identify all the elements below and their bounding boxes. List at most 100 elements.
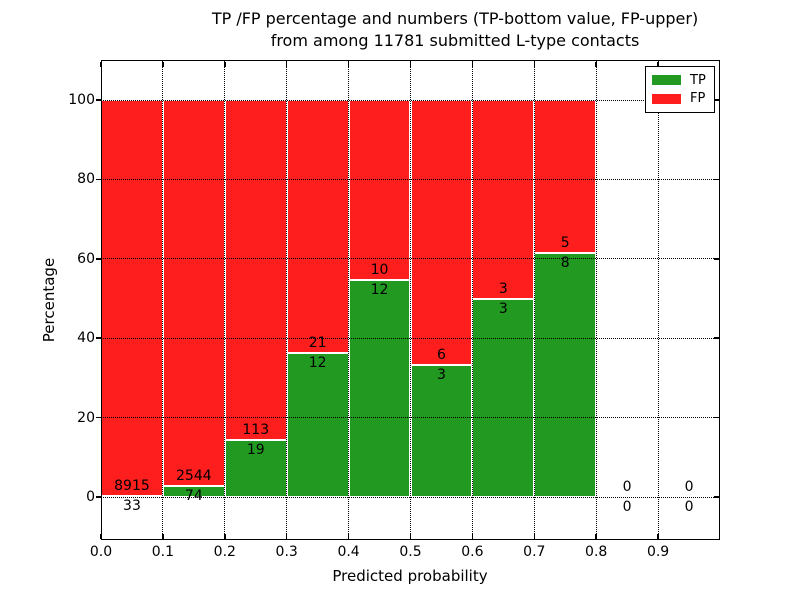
tp-count-label-7: 8 [560,254,570,271]
tp-count-label-5: 3 [436,366,446,383]
y-tick-mark-right-60 [713,258,719,260]
x-tick-label-0.5: 0.5 [399,544,422,560]
y-axis-label: Percentage [40,257,58,343]
fp-count-label-8: 0 [622,479,632,495]
y-tick-mark-left-40 [96,337,101,339]
legend-label-fp: FP [690,91,706,107]
bar-tp-segment-4 [348,280,411,497]
gridline-x-0.8 [595,60,597,540]
y-tick-mark-right-80 [713,178,719,181]
bar-fp-segment-2 [224,100,287,440]
x-tick-label-0.6: 0.6 [461,544,484,560]
x-tick-label-0.2: 0.2 [213,544,236,560]
x-tick-mark-bottom-0.5 [409,533,412,539]
tp-count-label-0: 33 [123,497,141,514]
tp-count-label-4: 12 [370,282,389,299]
gridline-x-0.6 [471,60,473,540]
y-tick-mark-right-40 [713,337,719,339]
x-tick-mark-top-0.1 [162,61,164,67]
y-tick-mark-left-100 [96,99,101,101]
y-tick-label-20: 20 [77,409,95,426]
tp-count-label-2: 19 [246,441,265,458]
y-tick-label-40: 40 [77,330,95,347]
x-tick-mark-top-0.8 [595,61,597,67]
y-tick-mark-right-20 [713,416,719,419]
x-tick-mark-top-0.9 [657,61,659,67]
x-tick-mark-top-0.5 [409,61,412,67]
gridline-x-0.2 [224,60,226,540]
x-axis-label: Predicted probability [332,567,488,585]
y-tick-mark-left-60 [96,258,101,260]
bar-fp-segment-4 [348,100,411,281]
x-tick-mark-top-0.2 [224,61,226,67]
x-tick-mark-top-0.7 [533,61,536,67]
x-tick-mark-bottom-0.1 [162,533,164,539]
x-tick-label-0.0: 0.0 [89,544,113,560]
legend-entry-fp: FP [652,92,708,105]
gridline-x-0.5 [410,60,411,540]
bar-tp-segment-3 [286,352,349,497]
y-tick-label-0: 0 [86,489,95,505]
bar-fp-segment-7 [534,100,597,253]
y-tick-label-80: 80 [77,171,95,188]
tp-color-swatch [652,75,681,86]
bar-fp-segment-1 [162,100,225,486]
y-tick-mark-right-100 [713,99,719,101]
fp-count-label-6: 3 [498,280,508,297]
x-tick-mark-top-0.0 [100,61,102,67]
x-tick-label-0.7: 0.7 [523,544,546,560]
y-tick-mark-left-0 [96,496,101,498]
legend: TP FP [645,66,715,113]
chart-title-line-1: TP /FP percentage and numbers (TP-bottom… [211,9,699,28]
bar-fp-segment-0 [101,100,163,496]
bar-tp-segment-6 [472,298,535,497]
fp-count-label-3: 21 [308,334,327,351]
x-tick-mark-top-0.6 [471,61,474,67]
fp-count-label-1: 2544 [176,467,212,484]
x-tick-label-0.9: 0.9 [646,544,670,560]
x-tick-mark-bottom-0.9 [657,533,659,539]
x-tick-mark-bottom-0.8 [595,533,597,539]
fp-count-label-2: 113 [242,421,270,438]
gridline-x-0.9 [657,60,659,540]
y-tick-mark-left-20 [96,416,101,419]
x-tick-mark-top-0.3 [285,61,288,67]
x-tick-label-0.4: 0.4 [337,544,360,560]
x-tick-mark-bottom-0.2 [224,533,226,539]
gridline-x-0.7 [533,60,535,540]
x-tick-label-0.3: 0.3 [275,544,298,560]
fp-count-label-9: 0 [684,479,694,495]
tp-count-label-9: 0 [684,499,694,515]
gridline-x-0.1 [162,60,164,540]
fp-count-label-4: 10 [370,262,389,279]
fp-color-swatch [652,93,681,104]
tp-count-label-8: 0 [622,499,632,515]
fp-count-label-7: 5 [560,234,570,251]
bar-fp-segment-5 [410,100,473,365]
x-tick-mark-bottom-0.0 [100,533,102,539]
legend-label-tp: TP [690,72,706,88]
y-tick-mark-right-0 [713,496,719,498]
tp-count-label-3: 12 [308,354,327,371]
x-tick-mark-top-0.4 [347,61,350,67]
tp-count-label-1: 74 [184,487,203,504]
y-tick-label-100: 100 [68,92,95,108]
legend-entry-tp: TP [652,74,708,87]
fp-count-label-0: 8915 [114,477,150,494]
fp-count-label-5: 6 [436,346,446,363]
chart-title-line-2: from among 11781 submitted L-type contac… [270,31,640,50]
y-tick-mark-left-80 [96,178,101,181]
tp-count-label-6: 3 [498,300,508,317]
gridline-x-0.3 [286,60,288,540]
x-tick-mark-bottom-0.7 [533,533,536,539]
bar-fp-segment-3 [286,100,349,353]
x-tick-label-0.1: 0.1 [151,544,175,560]
x-tick-mark-bottom-0.4 [347,533,350,539]
gridline-x-0.4 [348,60,350,540]
bar-fp-segment-6 [472,100,535,299]
plot-area: 8915 33 2544 74 113 19 21 12 10 12 6 3 3 3 5 8 0 0 0 0 [101,60,720,540]
chart-title: TP /FP percentage and numbers (TP-bottom… [150,8,760,52]
x-tick-label-0.8: 0.8 [585,544,608,560]
x-tick-mark-bottom-0.6 [471,533,474,539]
